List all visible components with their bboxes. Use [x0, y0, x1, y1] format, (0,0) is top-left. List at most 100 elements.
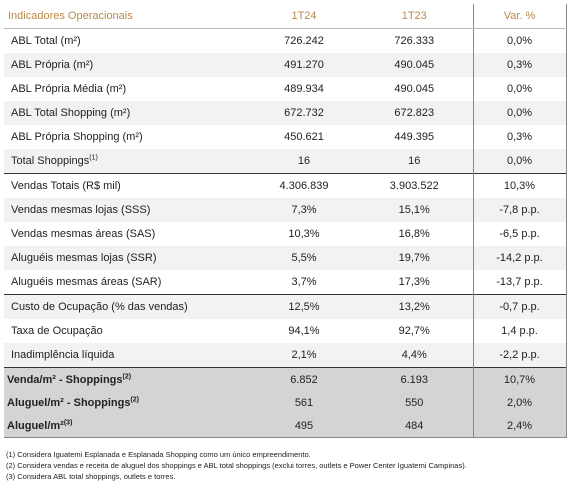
- row-label: Inadimplência líquida: [11, 349, 115, 361]
- row-label: ABL Própria Shopping (m²): [11, 131, 143, 143]
- table-header-row: Indicadores Operacionais 1T24 1T23 Var. …: [4, 4, 567, 29]
- row-value-1t23: 15,1%: [356, 198, 473, 222]
- footnotes: (1) Considera Iguatemi Esplanada e Espla…: [6, 449, 467, 482]
- total-value-1t23: 550: [356, 391, 473, 414]
- total-variation: 2,4%: [472, 414, 567, 438]
- row-value-1t23: 672.823: [356, 101, 473, 125]
- header-1t24: 1T24: [252, 4, 356, 29]
- total-row: Aluguel/m² - Shoppings(2) 561 550 2,0%: [4, 391, 567, 414]
- table-row: Aluguéis mesmas áreas (SAR) 3,7% 17,3% -…: [4, 270, 567, 295]
- row-value-1t24: 12,5%: [252, 294, 356, 319]
- row-variation: 0,3%: [472, 125, 567, 149]
- row-variation: 10,3%: [472, 173, 567, 198]
- row-label: ABL Total Shopping (m²): [11, 107, 131, 119]
- row-value-1t24: 450.621: [284, 131, 324, 143]
- table-row: Vendas mesmas áreas (SAS) 10,3% 16,8% -6…: [4, 222, 567, 246]
- table-row: Inadimplência líquida 2,1% 4,4% -2,2 p.p…: [4, 343, 567, 368]
- row-value-1t24: 491.270: [252, 53, 356, 77]
- total-variation: 2,0%: [472, 391, 567, 414]
- row-variation: 0,0%: [472, 28, 567, 53]
- row-value-1t23: 17,3%: [398, 276, 430, 288]
- table-row: ABL Total (m²) 726.242 726.333 0,0%: [4, 28, 567, 53]
- table-row: ABL Própria (m²) 491.270 490.045 0,3%: [4, 53, 567, 77]
- row-value-1t23: 13,2%: [356, 294, 473, 319]
- footnote-3: (3) Considera ABL total shoppings, outle…: [6, 472, 176, 481]
- row-value-1t23: 16: [356, 149, 473, 174]
- row-label: Aluguéis mesmas lojas (SSR): [11, 252, 157, 264]
- row-variation: -2,2 p.p.: [472, 343, 567, 368]
- row-value-1t24: 4.306.839: [252, 173, 356, 198]
- row-variation: -14,2 p.p.: [472, 246, 567, 270]
- row-value-1t23: 16,8%: [398, 228, 430, 240]
- total-row: Aluguel/m²(3) 495 484 2,4%: [4, 414, 567, 438]
- row-value-1t24: 94,1%: [288, 325, 320, 337]
- row-variation: 0,3%: [472, 53, 567, 77]
- row-variation: -6,5 p.p.: [472, 222, 567, 246]
- row-value-1t24: 16: [252, 149, 356, 174]
- table-row: Taxa de Ocupação 94,1% 92,7% 1,4 p.p.: [4, 319, 567, 343]
- header-1t23: 1T23: [356, 4, 473, 29]
- total-value-1t24: 495: [252, 414, 356, 438]
- total-label: Venda/m² - Shoppings: [7, 373, 123, 386]
- table-row: Vendas mesmas lojas (SSS) 7,3% 15,1% -7,…: [4, 198, 567, 222]
- header-variation: Var. %: [472, 4, 567, 29]
- row-label: Vendas Totais (R$ mil): [11, 180, 121, 192]
- row-value-1t24: 726.242: [284, 35, 324, 47]
- total-value-1t24: 561: [252, 391, 356, 414]
- total-value-1t23: 484: [356, 414, 473, 438]
- total-footnote-ref: (2): [130, 395, 139, 403]
- row-label: ABL Total (m²): [11, 35, 81, 47]
- operational-indicators-table: Indicadores Operacionais 1T24 1T23 Var. …: [4, 4, 567, 438]
- row-value-1t23: 490.045: [356, 53, 473, 77]
- row-variation: -7,8 p.p.: [472, 198, 567, 222]
- row-value-1t23: 4,4%: [356, 343, 473, 368]
- row-value-1t24: 7,3%: [252, 198, 356, 222]
- row-value-1t23: 726.333: [394, 35, 435, 47]
- row-value-1t24: 5,5%: [252, 246, 356, 270]
- table-row: ABL Total Shopping (m²) 672.732 672.823 …: [4, 101, 567, 125]
- row-value-1t24: 489.934: [284, 83, 324, 95]
- row-footnote-ref: (1): [89, 154, 98, 162]
- row-variation: -13,7 p.p.: [472, 270, 567, 295]
- row-label: Total Shoppings: [11, 155, 90, 167]
- row-value-1t23: 92,7%: [398, 325, 430, 337]
- footnote-2: (2) Considera vendas e receita de alugue…: [6, 461, 467, 470]
- row-value-1t24: 10,3%: [288, 228, 320, 240]
- total-variation: 10,7%: [472, 367, 567, 391]
- table-row: ABL Própria Média (m²) 489.934 490.045 0…: [4, 77, 567, 101]
- row-variation: 1,4 p.p.: [472, 319, 567, 343]
- row-variation: 0,0%: [472, 149, 567, 174]
- table-row: ABL Própria Shopping (m²) 450.621 449.39…: [4, 125, 567, 149]
- row-value-1t23: 3.903.522: [356, 173, 473, 198]
- row-variation: 0,0%: [472, 101, 567, 125]
- table-row: Aluguéis mesmas lojas (SSR) 5,5% 19,7% -…: [4, 246, 567, 270]
- total-footnote-ref: (2): [122, 372, 132, 380]
- row-label: ABL Própria (m²): [11, 59, 94, 71]
- row-variation: -0,7 p.p.: [472, 294, 567, 319]
- row-value-1t24: 3,7%: [291, 276, 317, 288]
- row-variation: 0,0%: [472, 77, 567, 101]
- row-label: Vendas mesmas áreas (SAS): [11, 228, 156, 240]
- table-row: Total Shoppings(1) 16 16 0,0%: [4, 149, 567, 174]
- footnote-1: (1) Considera Iguatemi Esplanada e Espla…: [6, 450, 311, 459]
- row-label: ABL Própria Média (m²): [11, 83, 127, 95]
- row-value-1t24: 2,1%: [252, 343, 356, 368]
- row-label: Taxa de Ocupação: [11, 325, 103, 337]
- total-row: Venda/m² - Shoppings(2) 6.852 6.193 10,7…: [4, 367, 567, 391]
- row-label: Vendas mesmas lojas (SSS): [11, 204, 151, 216]
- total-label: Aluguel/m²: [7, 419, 64, 432]
- row-label: Aluguéis mesmas áreas (SAR): [11, 276, 162, 288]
- row-value-1t23: 19,7%: [356, 246, 473, 270]
- row-value-1t24: 672.732: [252, 101, 356, 125]
- total-value-1t23: 6.193: [356, 367, 473, 391]
- total-value-1t24: 6.852: [252, 367, 356, 391]
- table-row: Custo de Ocupação (% das vendas) 12,5% 1…: [4, 294, 567, 319]
- header-label: Indicadores Operacionais: [4, 4, 252, 29]
- table-row: Vendas Totais (R$ mil) 4.306.839 3.903.5…: [4, 173, 567, 198]
- total-footnote-ref: (3): [63, 418, 73, 426]
- row-value-1t23: 490.045: [394, 83, 435, 95]
- total-label: Aluguel/m² - Shoppings: [7, 396, 131, 409]
- row-label: Custo de Ocupação (% das vendas): [11, 301, 188, 313]
- row-value-1t23: 449.395: [394, 131, 435, 143]
